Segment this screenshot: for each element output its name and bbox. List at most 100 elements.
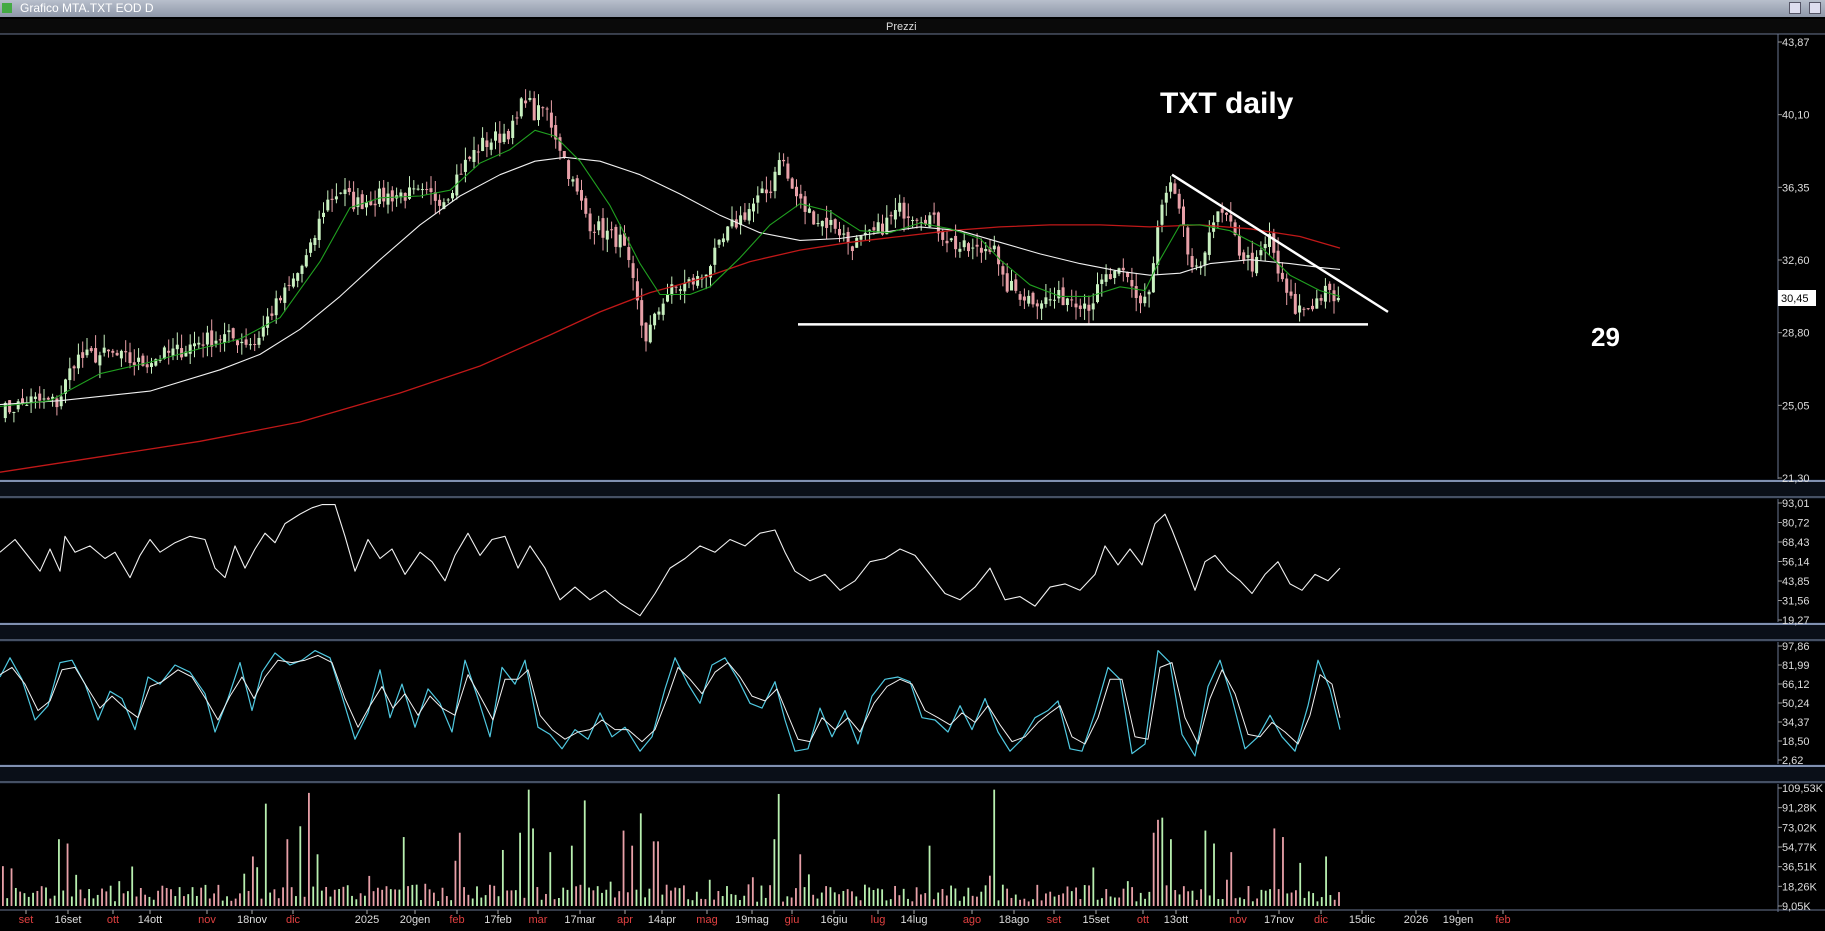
x-tick-label: 20gen <box>400 914 431 926</box>
candle-body <box>782 159 786 162</box>
candle-body <box>167 350 171 353</box>
volume-bar <box>109 885 112 906</box>
volume-bar <box>157 890 159 906</box>
candle-body <box>1203 252 1207 265</box>
volume-bar <box>652 841 655 906</box>
volume-bar <box>1049 891 1052 906</box>
volume-bar <box>730 894 733 906</box>
candle-body <box>936 212 940 234</box>
candle-body <box>442 202 446 209</box>
y-tick-label: 50,24 <box>1782 698 1810 710</box>
volume-bar <box>1213 843 1215 906</box>
candle-body <box>1160 204 1164 225</box>
chart-area[interactable]: Prezzi 43,87 40,10 36,35 32,60 28,80 25,05 21,… <box>0 17 1825 931</box>
candle-body <box>188 344 192 354</box>
volume-bar <box>846 889 849 906</box>
volume-bar <box>273 889 276 906</box>
candle-body <box>85 349 89 356</box>
candle-body <box>128 352 132 364</box>
candle-body <box>347 188 351 192</box>
candle-body <box>481 137 485 152</box>
candle-body <box>1053 299 1056 301</box>
candle-body <box>270 313 274 316</box>
y-tick-label: 54,77K <box>1782 842 1818 854</box>
candle-body <box>1311 305 1314 310</box>
candle-body <box>1242 252 1246 261</box>
candle-body <box>567 160 571 179</box>
candle-body <box>601 218 605 238</box>
volume-bar <box>187 894 190 906</box>
volume-bar <box>92 898 95 906</box>
candle-body <box>519 98 523 117</box>
x-tick-label: ott <box>107 914 119 926</box>
candle-body <box>760 188 764 194</box>
candle-body <box>786 163 790 179</box>
volume-bar <box>601 892 603 906</box>
candle-body <box>1302 308 1306 310</box>
volume-bar <box>376 887 379 906</box>
volume-bar <box>657 841 659 906</box>
maximize-button[interactable] <box>1809 2 1821 14</box>
volume-bar <box>958 900 961 906</box>
candle-body <box>21 398 24 404</box>
minimize-button[interactable] <box>1789 2 1801 14</box>
candle-body <box>162 347 166 359</box>
candle-body <box>799 193 803 199</box>
y-tick-label: 43,87 <box>1782 37 1810 49</box>
candle-body <box>623 233 626 246</box>
last-price-tag <box>1778 290 1816 306</box>
candle-body <box>532 98 536 121</box>
candle-body <box>1044 297 1048 305</box>
candle-body <box>1190 256 1194 268</box>
candle-body <box>1289 291 1293 296</box>
candle-body <box>287 284 291 286</box>
ma-mid-line <box>0 156 1341 406</box>
candle-body <box>296 273 300 281</box>
candle-body <box>1332 290 1336 302</box>
candle-body <box>764 189 768 194</box>
candle-body <box>291 278 295 287</box>
volume-bar <box>1221 899 1224 906</box>
volume-bar <box>122 893 125 906</box>
volume-bar <box>1165 885 1168 906</box>
volume-bar <box>1191 890 1194 906</box>
volume-bar <box>131 866 134 906</box>
candle-body <box>485 140 489 148</box>
candle-body <box>1001 266 1005 275</box>
y-tick-label: 80,72 <box>1782 518 1810 530</box>
volume-bar <box>1282 837 1284 906</box>
candle-body <box>236 340 239 346</box>
volume-bar <box>105 891 108 906</box>
y-tick-label: 19,27 <box>1782 615 1810 627</box>
volume-bar <box>144 894 147 906</box>
volume-bar <box>351 895 353 906</box>
volume-bar <box>420 900 422 906</box>
volume-bar <box>1320 897 1323 906</box>
rsi-line <box>0 504 1341 617</box>
candle-body <box>924 219 927 225</box>
y-tick-label: 36,35 <box>1782 182 1810 194</box>
candle-body <box>674 286 678 288</box>
volume-bar <box>1230 852 1233 906</box>
volume-bar <box>842 890 845 906</box>
volume-bar <box>381 889 384 906</box>
candle-body <box>38 393 42 401</box>
y-tick-label: 32,60 <box>1782 255 1810 267</box>
volume-bar <box>101 888 103 906</box>
candle-body <box>515 117 519 119</box>
volume-bar <box>484 895 487 906</box>
volume-bar <box>782 901 784 906</box>
candle-body <box>408 187 411 199</box>
volume-bar <box>924 893 927 906</box>
volume-bar <box>1295 890 1297 906</box>
candle-body <box>89 348 93 352</box>
volume-bar <box>954 888 957 906</box>
volume-bar <box>700 898 703 906</box>
x-tick-label: 16giu <box>821 914 848 926</box>
candle-body <box>205 332 209 345</box>
candle-body <box>175 344 179 350</box>
y-tick-label: 31,56 <box>1782 596 1810 608</box>
candle-body <box>1134 286 1138 298</box>
volume-bar <box>898 895 901 906</box>
volume-bar <box>480 897 483 906</box>
